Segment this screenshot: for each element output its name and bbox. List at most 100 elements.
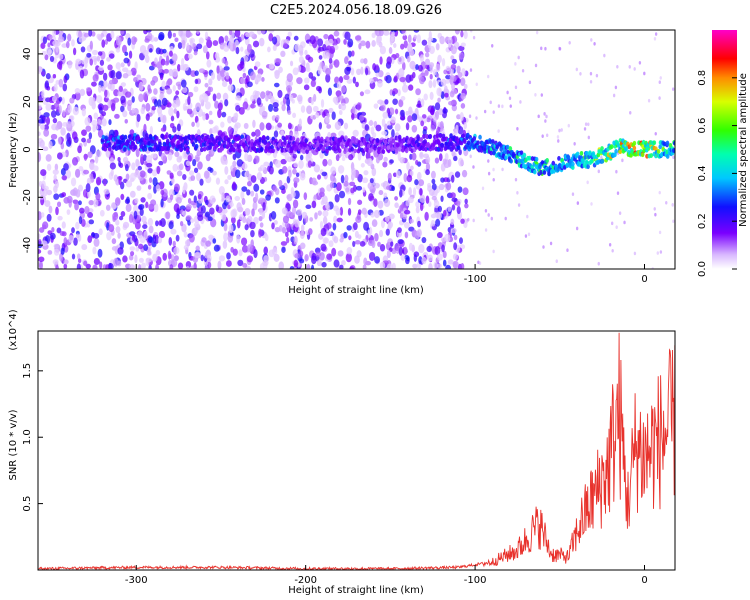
noise-blob — [420, 120, 425, 127]
signal-blob — [451, 144, 456, 150]
noise-blob — [259, 122, 265, 131]
noise-blob — [452, 260, 459, 269]
noise-blob — [350, 187, 355, 194]
noise-blob — [153, 88, 158, 95]
noise-blob — [575, 67, 579, 72]
noise-blob — [131, 107, 136, 114]
noise-blob — [58, 78, 64, 88]
noise-blob — [151, 169, 158, 177]
noise-blob — [326, 222, 332, 230]
noise-blob — [357, 209, 362, 215]
noise-blob — [244, 152, 249, 162]
signal-blob — [375, 138, 380, 144]
noise-blob — [273, 220, 278, 225]
noise-blob — [169, 50, 173, 57]
noise-blob — [110, 30, 115, 39]
noise-blob — [419, 54, 425, 63]
noise-blob — [593, 41, 596, 46]
noise-blob — [160, 58, 166, 66]
noise-blob — [137, 165, 143, 171]
noise-blob — [445, 74, 452, 80]
noise-blob — [287, 87, 291, 97]
noise-blob — [67, 33, 72, 42]
noise-blob — [497, 104, 501, 108]
noise-blob — [272, 44, 277, 51]
noise-blob — [120, 193, 125, 201]
signal-blob — [419, 137, 423, 142]
noise-blob — [72, 47, 77, 56]
noise-blob — [43, 124, 49, 131]
noise-blob — [392, 88, 399, 95]
noise-blob — [234, 122, 241, 129]
signal-blob — [103, 146, 108, 152]
noise-blob — [373, 103, 379, 109]
noise-blob — [225, 260, 232, 267]
signal-blob — [609, 144, 614, 150]
noise-blob — [372, 132, 377, 138]
noise-blob — [672, 155, 675, 160]
noise-blob — [222, 92, 229, 102]
noise-blob — [53, 102, 60, 110]
noise-blob — [131, 233, 136, 241]
noise-blob — [38, 104, 42, 110]
noise-blob — [83, 32, 90, 38]
noise-blob — [183, 63, 189, 71]
noise-blob — [317, 174, 322, 180]
noise-blob — [385, 216, 390, 222]
noise-blob — [52, 30, 56, 38]
noise-blob — [139, 236, 146, 244]
noise-blob — [377, 200, 384, 209]
noise-blob — [419, 194, 426, 204]
noise-blob — [423, 93, 428, 101]
noise-blob — [280, 158, 287, 165]
noise-blob — [398, 99, 404, 108]
noise-blob — [275, 58, 282, 65]
noise-blob — [397, 227, 402, 234]
noise-blob — [273, 130, 279, 138]
noise-blob — [251, 131, 256, 137]
noise-blob — [346, 247, 353, 255]
noise-blob — [381, 118, 386, 127]
noise-blob — [205, 154, 211, 162]
noise-blob — [197, 193, 202, 200]
x-tick-label: 0 — [641, 274, 647, 285]
noise-blob — [484, 228, 488, 232]
noise-blob — [174, 151, 180, 158]
noise-blob — [176, 170, 183, 177]
noise-blob — [93, 112, 99, 120]
noise-blob — [558, 46, 562, 51]
colorbar-label: Normalized spectral amplitude — [738, 73, 749, 227]
noise-blob — [418, 179, 425, 187]
noise-blob — [440, 177, 445, 183]
noise-blob — [220, 121, 225, 128]
noise-blob — [450, 227, 457, 234]
noise-blob — [319, 221, 324, 229]
noise-blob — [216, 73, 222, 81]
noise-blob — [411, 152, 417, 161]
noise-blob — [633, 251, 637, 256]
snr-panel: -300 -200 -100 0 0.51.01.5 Height of straig… — [8, 309, 676, 596]
noise-blob — [431, 195, 437, 201]
noise-blob — [405, 199, 410, 207]
noise-blob — [197, 214, 204, 222]
noise-blob — [334, 121, 342, 131]
noise-blob — [48, 205, 53, 214]
noise-blob — [227, 126, 233, 135]
signal-blob — [640, 152, 645, 158]
noise-blob — [230, 209, 237, 218]
noise-blob — [435, 73, 440, 78]
noise-blob — [318, 86, 322, 94]
signal-blob — [381, 149, 386, 155]
signal-blob — [600, 146, 604, 151]
noise-blob — [304, 254, 309, 262]
noise-blob — [240, 77, 246, 85]
noise-blob — [125, 173, 130, 181]
noise-blob — [360, 66, 364, 75]
noise-blob — [86, 177, 92, 185]
noise-blob — [368, 120, 374, 126]
signal-blob — [101, 134, 106, 140]
noise-blob — [337, 250, 344, 257]
signal-blob — [143, 146, 148, 152]
signal-blob — [416, 134, 420, 140]
noise-blob — [157, 236, 163, 244]
